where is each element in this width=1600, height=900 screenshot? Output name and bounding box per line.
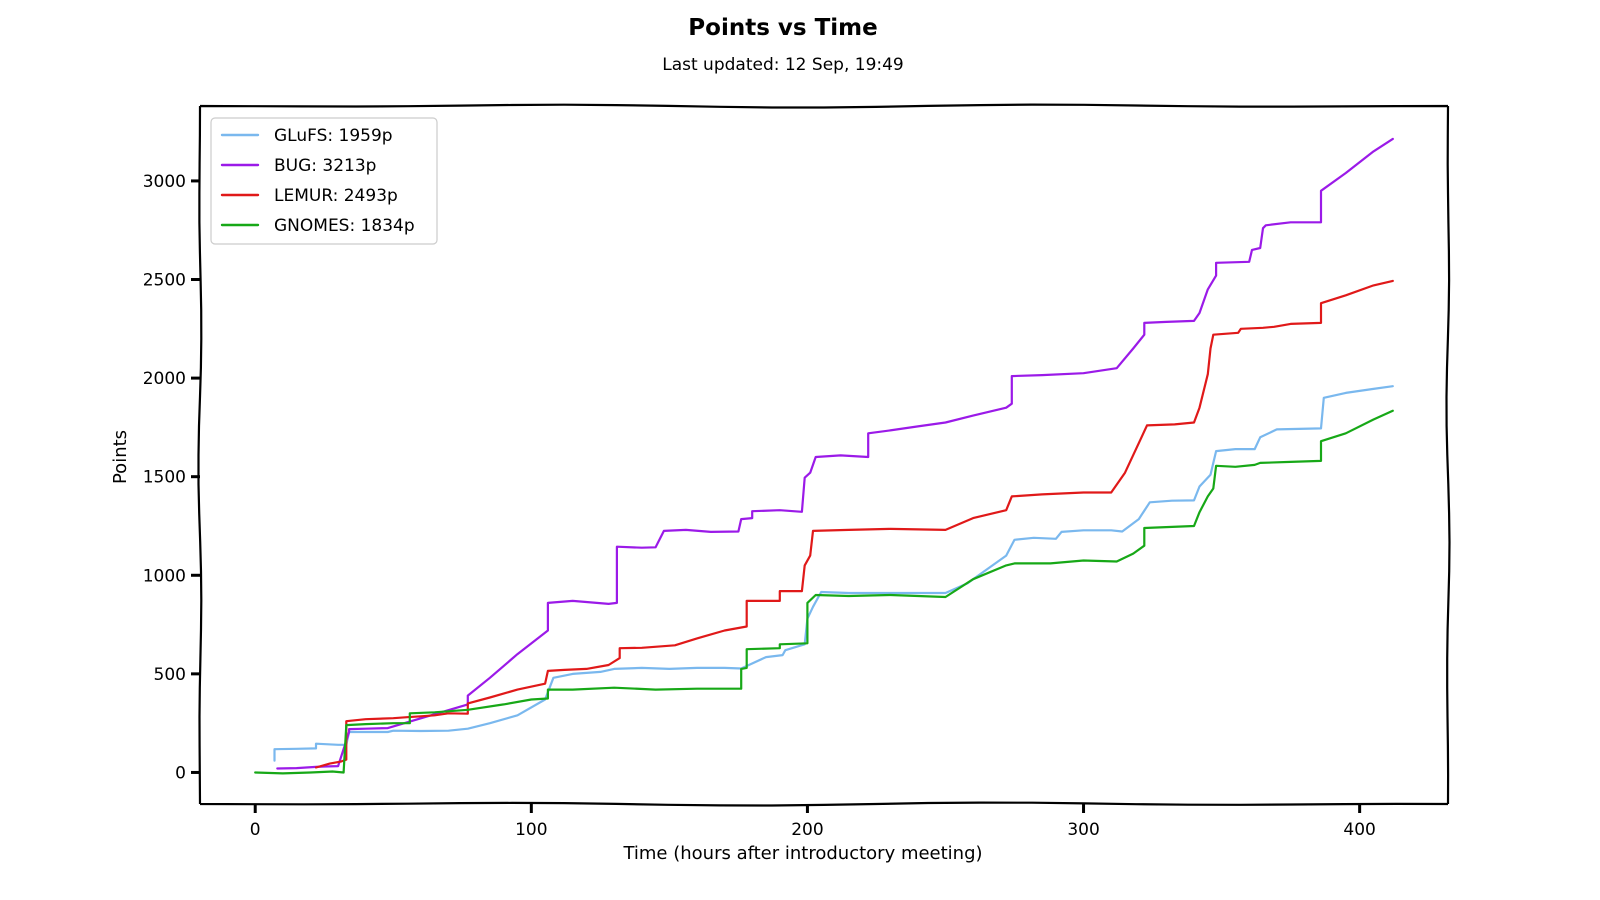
y-tick-label-4: 2000 [143, 369, 186, 389]
x-tick-label-1: 100 [515, 820, 547, 840]
x-tick-label-4: 400 [1343, 820, 1375, 840]
chart-title: Points vs Time [688, 15, 877, 41]
y-tick-label-2: 1000 [143, 566, 186, 586]
y-tick-label-5: 2500 [143, 271, 186, 291]
legend-label-0: GLuFS: 1959p [274, 126, 393, 146]
legend-entries: GLuFS: 1959p BUG: 3213p LEMUR: 2493p GNOMES… [220, 126, 415, 236]
y-tick-label-6: 3000 [143, 172, 186, 192]
legend-label-3: GNOMES: 1834p [274, 216, 415, 236]
legend: GLuFS: 1959p BUG: 3213p LEMUR: 2493p GNOMES… [210, 117, 438, 245]
x-axis-label: Time (hours after introductory meeting) [622, 843, 982, 864]
plot-frame [197, 103, 1451, 807]
y-tick-label-1: 500 [154, 665, 186, 685]
legend-label-2: LEMUR: 2493p [274, 186, 398, 206]
x-tick-label-0: 0 [250, 820, 261, 840]
y-tick-label-0: 0 [175, 763, 186, 783]
y-axis: 0 500 1000 1500 2000 2500 3000 [143, 172, 200, 783]
x-tick-label-3: 300 [1067, 820, 1099, 840]
series-line-0 [273, 385, 1394, 762]
series-line-2 [314, 279, 1394, 769]
series-line-1 [276, 137, 1394, 770]
series-line-3 [254, 409, 1394, 775]
y-axis-label: Points [110, 430, 131, 484]
x-axis: 0 100 200 300 400 [250, 804, 1376, 840]
x-tick-label-2: 200 [791, 820, 823, 840]
series-layer [254, 137, 1394, 775]
legend-label-1: BUG: 3213p [274, 156, 376, 176]
chart-subtitle: Last updated: 12 Sep, 19:49 [662, 55, 904, 75]
y-tick-label-3: 1500 [143, 468, 186, 488]
legend-box [210, 117, 438, 245]
